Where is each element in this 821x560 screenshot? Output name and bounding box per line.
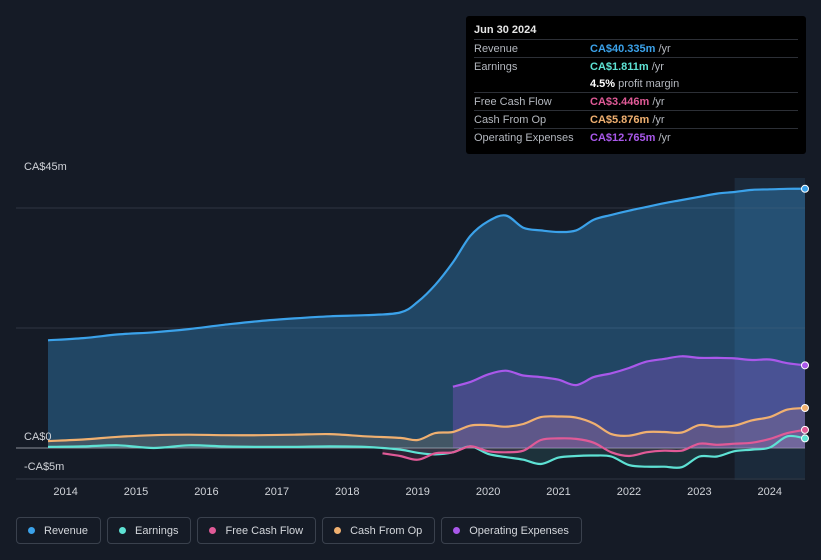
legend-item-earnings[interactable]: Earnings: [107, 517, 192, 544]
tooltip-row-earnings: Earnings CA$1.811m /yr: [474, 57, 798, 75]
tooltip-label: Revenue: [474, 42, 519, 55]
tooltip-unit: /yr: [658, 42, 671, 55]
legend: Revenue Earnings Free Cash Flow Cash Fro…: [16, 517, 582, 544]
tooltip-unit: profit margin: [618, 77, 680, 90]
endpoint-free-cash-flow: [801, 425, 809, 434]
area-revenue: [48, 188, 805, 448]
tooltip-value: CA$5.876m: [590, 113, 650, 126]
legend-label: Free Cash Flow: [225, 524, 304, 537]
legend-label: Cash From Op: [350, 524, 423, 537]
tooltip-label: Cash From Op: [474, 113, 547, 126]
line-cash-from-op: [47, 406, 806, 443]
legend-dot-icon: [119, 527, 127, 534]
legend-item-free-cash-flow[interactable]: Free Cash Flow: [197, 517, 317, 544]
tooltip-value: CA$1.811m: [590, 60, 649, 73]
legend-item-operating-expenses[interactable]: Operating Expenses: [441, 517, 582, 544]
tooltip-unit: /yr: [658, 131, 671, 144]
area-operating-expenses: [452, 356, 805, 448]
tooltip-value: CA$12.765m: [590, 131, 656, 144]
x-tick-label: 2022: [617, 486, 641, 498]
endpoint-earnings: [801, 434, 809, 443]
x-tick-label: 2023: [687, 486, 711, 498]
tooltip-unit: /yr: [651, 60, 664, 73]
line-free-cash-flow: [382, 428, 806, 461]
line-operating-expenses: [452, 355, 806, 388]
tooltip-row-free-cash-flow: Free Cash Flow CA$3.446m /yr: [474, 92, 798, 110]
area-free-cash-flow: [382, 429, 805, 460]
tooltip-unit: /yr: [652, 95, 665, 108]
endpoint-operating-expenses: [801, 361, 809, 370]
tooltip-date: Jun 30 2024: [474, 24, 537, 36]
x-tick-label: 2014: [53, 486, 77, 498]
tooltip-value: CA$40.335m: [590, 42, 656, 55]
tooltip-label: Earnings: [474, 60, 518, 73]
x-tick-label: 2020: [476, 486, 500, 498]
area-earnings: [48, 435, 805, 468]
legend-dot-icon: [209, 527, 217, 534]
series-endpoints: [801, 184, 809, 443]
line-earnings: [47, 434, 806, 469]
tooltip-row-cash-from-op: Cash From Op CA$5.876m /yr: [474, 110, 798, 128]
endpoint-revenue: [801, 184, 809, 193]
legend-item-cash-from-op[interactable]: Cash From Op: [322, 517, 436, 544]
x-axis-ticks: 2014 2015 2016 2017 2018 2019 2020 2021 2022 2023…: [53, 486, 782, 498]
legend-label: Operating Expenses: [469, 524, 569, 537]
endpoint-cash-from-op: [801, 404, 809, 412]
tooltip-label: Operating Expenses: [474, 131, 574, 144]
series-areas: [48, 188, 805, 468]
x-tick-label: 2018: [335, 486, 359, 498]
tooltip-row-profit-margin: 4.5% profit margin: [474, 75, 798, 92]
y-tick-label-zero: CA$0: [24, 431, 52, 443]
highlight-region: [734, 178, 805, 480]
legend-dot-icon: [28, 527, 35, 534]
tooltip-row-operating-expenses: Operating Expenses CA$12.765m /yr: [474, 128, 798, 146]
tooltip-value: 4.5%: [590, 77, 616, 90]
x-tick-label: 2024: [758, 486, 782, 498]
legend-label: Revenue: [44, 524, 89, 537]
y-tick-label-top: CA$45m: [24, 161, 67, 173]
tooltip-unit: /yr: [652, 113, 665, 126]
legend-dot-icon: [453, 527, 461, 534]
y-tick-label-bottom: -CA$5m: [24, 461, 64, 473]
tooltip-value: CA$3.446m: [590, 95, 650, 108]
legend-label: Earnings: [135, 524, 179, 537]
series-lines: [47, 187, 806, 469]
x-tick-label: 2016: [194, 486, 218, 498]
area-cash-from-op: [48, 408, 805, 448]
x-tick-label: 2019: [405, 486, 429, 498]
x-tick-label: 2015: [124, 486, 148, 498]
x-tick-label: 2017: [265, 486, 289, 498]
legend-dot-icon: [334, 527, 342, 534]
x-tick-label: 2021: [546, 486, 570, 498]
line-revenue: [47, 187, 806, 342]
tooltip: Jun 30 2024 Revenue CA$40.335m /yr Earni…: [466, 16, 806, 154]
tooltip-row-revenue: Revenue CA$40.335m /yr: [474, 39, 798, 57]
tooltip-label: Free Cash Flow: [474, 95, 552, 108]
legend-item-revenue[interactable]: Revenue: [16, 517, 102, 544]
